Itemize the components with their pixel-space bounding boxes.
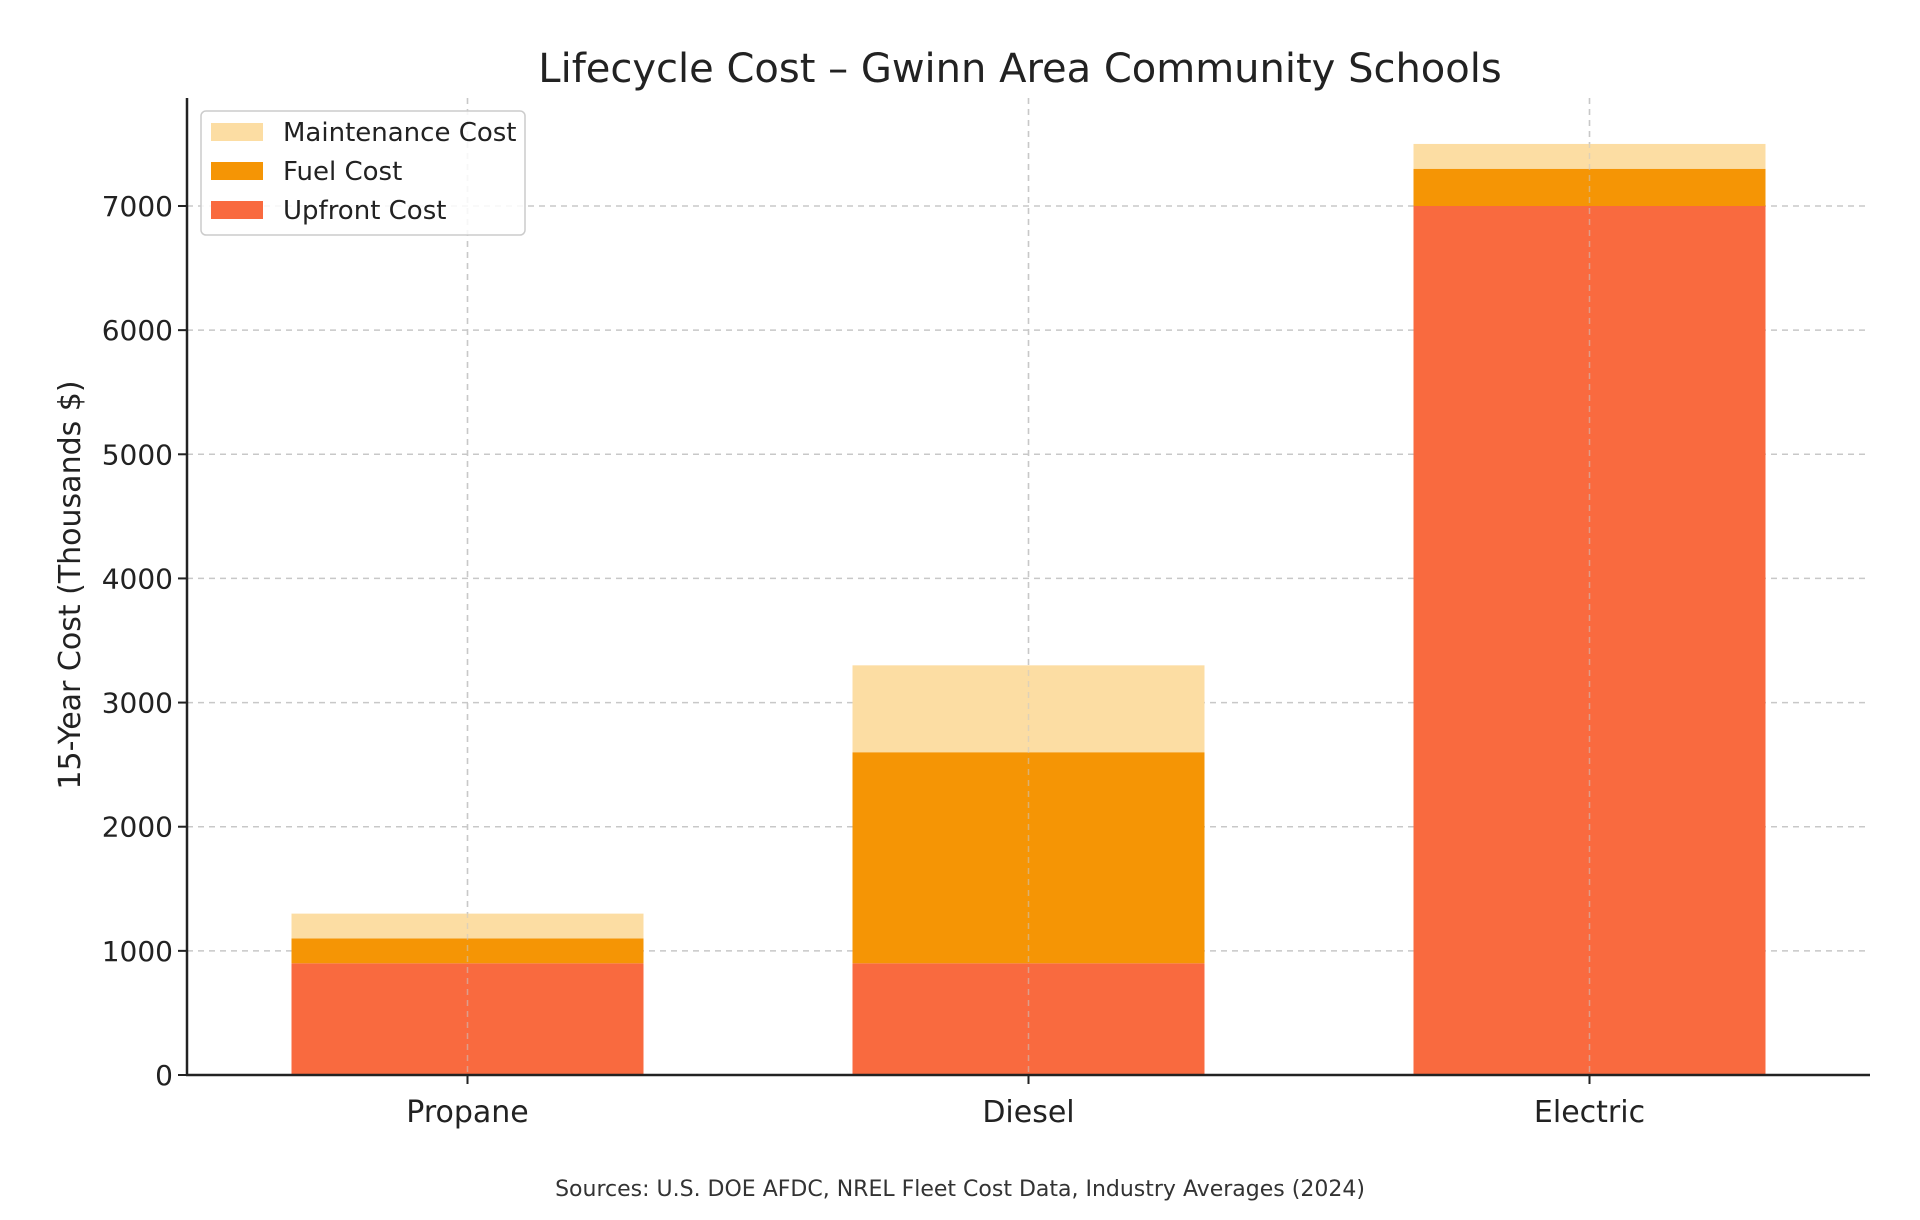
tick-labels: 0 1000 2000 3000 4000 5000 6000 7000 Propane Dies…	[102, 190, 1645, 1130]
bars	[291, 98, 1766, 1076]
y-tick-label: 7000	[102, 190, 173, 223]
legend: Maintenance Cost Fuel Cost Upfront Cost	[200, 110, 526, 236]
chart-title: Lifecycle Cost – Gwinn Area Community Sc…	[538, 46, 1501, 92]
y-tick-label: 0	[155, 1059, 173, 1092]
x-tick-label: Diesel	[982, 1095, 1074, 1130]
legend-swatch	[211, 123, 263, 141]
legend-label: Maintenance Cost	[283, 118, 517, 148]
y-tick-label: 6000	[102, 314, 173, 347]
legend-label: Upfront Cost	[283, 196, 446, 226]
legend-box	[200, 110, 526, 236]
y-tick-label: 5000	[102, 438, 173, 471]
legend-swatch	[211, 162, 263, 180]
legend-label: Fuel Cost	[283, 157, 402, 187]
x-tick-label: Propane	[406, 1095, 529, 1130]
source-note: Sources: U.S. DOE AFDC, NREL Fleet Cost …	[555, 1177, 1365, 1202]
y-tick-label: 3000	[102, 687, 173, 720]
x-tick-label: Electric	[1534, 1095, 1645, 1130]
y-tick-label: 1000	[102, 935, 173, 968]
legend-swatch	[211, 201, 263, 219]
y-tick-label: 2000	[102, 811, 173, 844]
y-tick-label: 4000	[102, 562, 173, 595]
y-axis-label: 15-Year Cost (Thousands $)	[53, 380, 88, 789]
